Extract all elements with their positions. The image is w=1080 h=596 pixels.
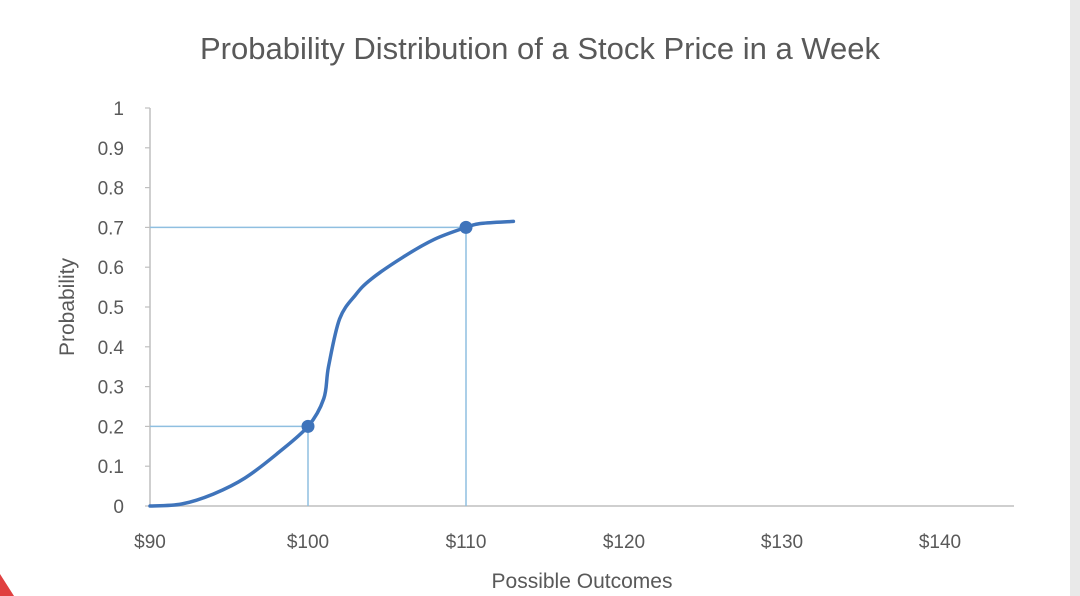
data-point [301,419,315,433]
x-tick-label: $140 [919,532,961,553]
data-point [459,220,473,234]
window-edge [1070,0,1080,596]
x-tick-label: $130 [761,532,803,553]
y-tick-label: 0.8 [98,179,124,200]
x-tick-label: $100 [287,532,329,553]
series-line [148,219,516,508]
y-tick-label: 1 [113,99,124,120]
chart-title: Probability Distribution of a Stock Pric… [200,31,881,66]
y-axis-title: Probability [56,257,79,356]
x-tick-label: $90 [134,532,166,553]
y-tick-label: 0.7 [98,218,124,239]
y-tick-label: 0.4 [98,338,125,359]
x-tick-label: $120 [603,532,645,553]
y-tick-label: 0.9 [98,139,124,160]
y-tick-label: 0.5 [98,298,124,319]
y-tick-label: 0.3 [98,378,124,399]
y-tick-label: 0.6 [98,258,124,279]
x-tick-label: $110 [446,532,487,553]
y-tick-label: 0.2 [98,417,124,438]
y-tick-label: 0.1 [98,457,124,478]
corner-decoration [0,574,14,596]
x-axis: $90 $100 $110 $120 $130 $140 [134,505,1014,553]
x-axis-title: Possible Outcomes [492,570,673,593]
series [148,219,516,508]
y-axis: 0 0.1 0.2 0.3 0.4 0.5 0.6 0.7 0.8 0.9 1 [98,99,151,518]
reference-lines [150,226,467,506]
highlight-points [301,220,473,433]
y-tick-label: 0 [113,497,124,518]
